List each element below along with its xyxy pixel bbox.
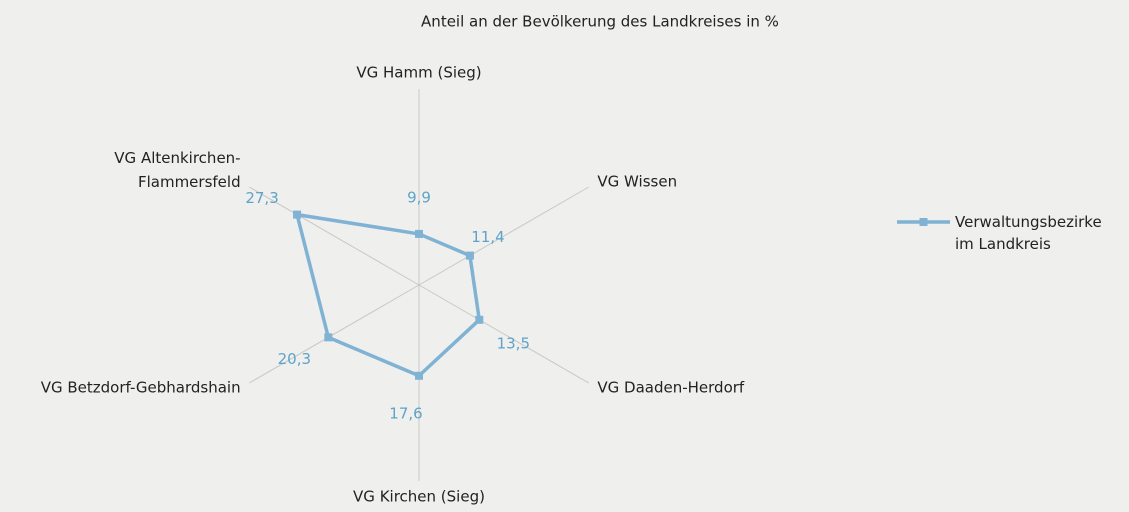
legend-marker bbox=[919, 218, 928, 226]
category-label: VG Betzdorf-Gebhardshain bbox=[41, 379, 241, 397]
marker bbox=[415, 371, 423, 380]
chart-title: Anteil an der Bevölkerung des Landkreise… bbox=[421, 13, 779, 31]
radar-line bbox=[295, 212, 482, 378]
category-label: VG Altenkirchen-Flammersfeld bbox=[114, 149, 240, 191]
category-label: VG Kirchen (Sieg) bbox=[353, 488, 485, 506]
legend-label: Verwaltungsbezirke im Landkreis bbox=[955, 213, 1102, 253]
value-label: 27,3 bbox=[245, 189, 278, 207]
value-label: 17,6 bbox=[389, 404, 422, 422]
value-label: 9,9 bbox=[407, 188, 431, 206]
marker bbox=[465, 251, 474, 260]
marker bbox=[324, 333, 333, 342]
radar-axis bbox=[249, 186, 420, 286]
category-label: VG Hamm (Sieg) bbox=[356, 64, 481, 82]
marker bbox=[475, 315, 484, 324]
radar-axis bbox=[249, 284, 420, 384]
marker bbox=[415, 229, 423, 238]
value-label: 11,4 bbox=[471, 228, 504, 246]
marker bbox=[293, 210, 302, 219]
category-label: VG Wissen bbox=[597, 173, 677, 191]
category-label: VG Daaden-Herdorf bbox=[597, 379, 745, 397]
radar-axis bbox=[418, 186, 589, 286]
value-label: 13,5 bbox=[497, 334, 530, 352]
value-label: 20,3 bbox=[278, 350, 311, 368]
radar-axis bbox=[418, 284, 589, 384]
